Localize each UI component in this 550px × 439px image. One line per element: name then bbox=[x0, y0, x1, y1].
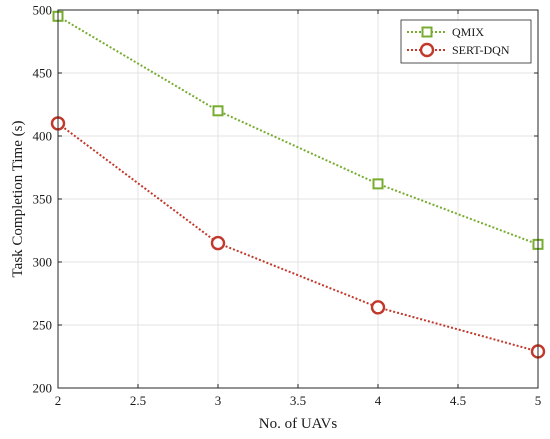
y-tick-label: 500 bbox=[33, 3, 53, 18]
x-tick-label: 2.5 bbox=[130, 393, 146, 408]
y-axis-title: Task Completion Time (s) bbox=[10, 121, 26, 278]
data-point-qmix bbox=[212, 105, 224, 117]
legend-marker-sert-dqn bbox=[419, 42, 435, 58]
series-line-qmix bbox=[57, 15, 539, 246]
x-tick-label: 4.5 bbox=[450, 393, 466, 408]
y-tick-label: 400 bbox=[33, 129, 53, 144]
x-tick-label: 3.5 bbox=[290, 393, 306, 408]
legend-items: QMIX SERT-DQN bbox=[407, 25, 510, 58]
legend-marker-qmix bbox=[421, 26, 433, 38]
y-tick-label: 450 bbox=[33, 66, 53, 81]
x-tick-label: 2 bbox=[55, 393, 62, 408]
x-tick-label: 3 bbox=[215, 393, 222, 408]
legend-item-qmix: QMIX bbox=[407, 25, 484, 39]
axis-ticks: 2 2.5 3 3.5 4 4.5 5 200 250 300 350 400 450 500 bbox=[33, 3, 542, 409]
y-tick-label: 250 bbox=[33, 318, 53, 333]
y-tick-label: 350 bbox=[33, 192, 53, 207]
x-tick-label: 5 bbox=[535, 393, 542, 408]
y-tick-label: 300 bbox=[33, 255, 53, 270]
legend: QMIX SERT-DQN bbox=[400, 19, 532, 64]
data-point-qmix bbox=[372, 178, 384, 190]
x-axis-title: No. of UAVs bbox=[259, 416, 338, 432]
legend-item-sert-dqn: SERT-DQN bbox=[407, 42, 510, 58]
data-point-sert-dqn bbox=[370, 300, 386, 315]
data-point-sert-dqn bbox=[210, 235, 226, 251]
legend-label-sert-dqn: SERT-DQN bbox=[452, 43, 510, 57]
legend-label-qmix: QMIX bbox=[452, 25, 484, 39]
x-tick-label: 4 bbox=[375, 393, 382, 408]
y-tick-label: 200 bbox=[33, 381, 53, 396]
